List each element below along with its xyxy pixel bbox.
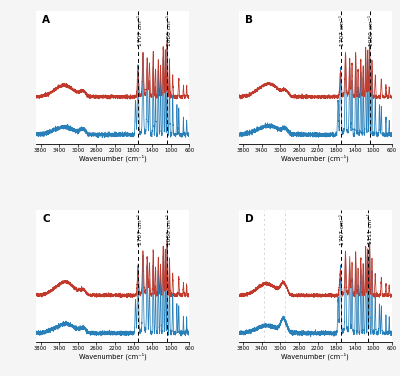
Text: D: D xyxy=(245,214,253,224)
Text: A: A xyxy=(42,15,50,25)
Text: 1707 cm⁻¹: 1707 cm⁻¹ xyxy=(340,15,345,46)
Text: 1080 cm⁻¹: 1080 cm⁻¹ xyxy=(369,15,374,46)
X-axis label: Wavenumber (cm⁻¹): Wavenumber (cm⁻¹) xyxy=(282,353,349,360)
Text: 1080 cm⁻¹: 1080 cm⁻¹ xyxy=(167,214,172,245)
X-axis label: Wavenumber (cm⁻¹): Wavenumber (cm⁻¹) xyxy=(282,154,349,162)
Text: B: B xyxy=(245,15,253,25)
X-axis label: Wavenumber (cm⁻¹): Wavenumber (cm⁻¹) xyxy=(79,353,146,360)
Text: 1707 cm⁻¹: 1707 cm⁻¹ xyxy=(138,15,143,46)
Text: 1707 cm⁻¹: 1707 cm⁻¹ xyxy=(340,214,345,245)
X-axis label: Wavenumber (cm⁻¹): Wavenumber (cm⁻¹) xyxy=(79,154,146,162)
Text: 1080 cm⁻¹: 1080 cm⁻¹ xyxy=(167,15,172,46)
Text: 1111 cm⁻¹: 1111 cm⁻¹ xyxy=(368,214,373,244)
Text: C: C xyxy=(42,214,50,224)
Text: 1707 cm⁻¹: 1707 cm⁻¹ xyxy=(138,214,143,245)
